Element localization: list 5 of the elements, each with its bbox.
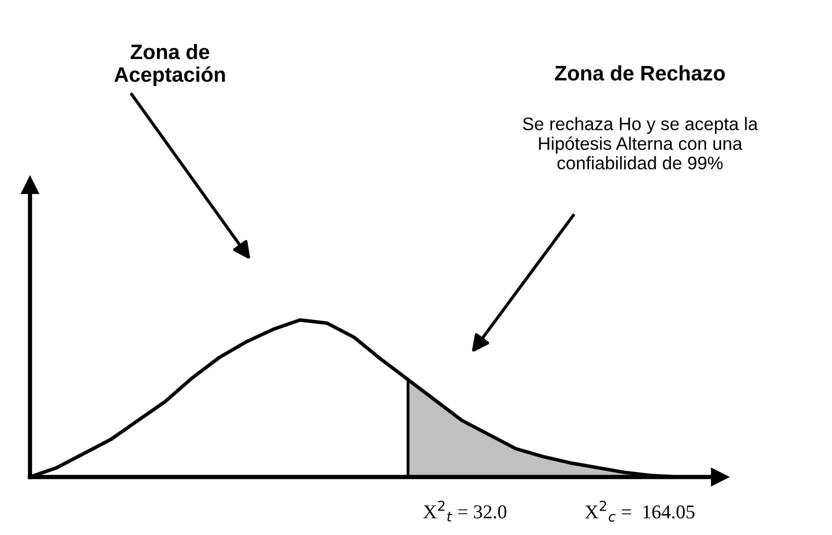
text: Zona de Rechazo (554, 65, 725, 81)
text: X$^{2}$$_{t}$ = 32.0 (423, 500, 506, 522)
text: Se rechaza Ho y se acepta la Hipótesis Alterna con una confiabilidad de 99% (522, 117, 758, 170)
text: Zona de Aceptación (114, 44, 225, 86)
text: X$^{2}$$_{c}$ = 164.05 (585, 500, 694, 522)
